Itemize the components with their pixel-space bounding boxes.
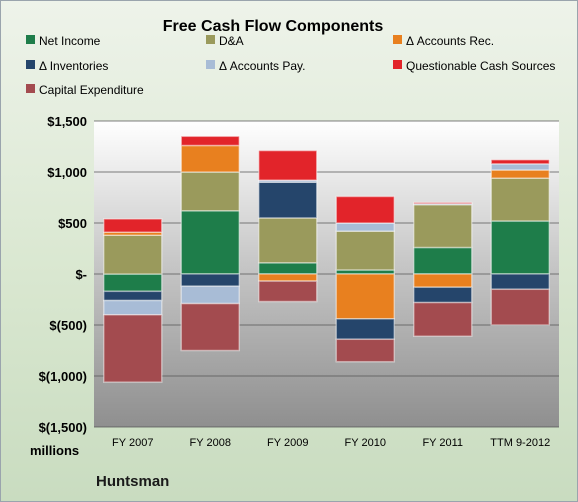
bar-segment xyxy=(335,273,395,320)
bar-segment xyxy=(180,144,240,173)
legend-swatch xyxy=(206,35,215,44)
bar-segment xyxy=(413,301,473,337)
bar-segment xyxy=(413,246,473,275)
legend-label: D&A xyxy=(219,34,244,48)
y-axis-ticks: $1,500 $1,000 $500 $- $(500) $(1,000) $(1,500) xyxy=(39,114,87,435)
x-axis-categories: FY 2007 FY 2008 FY 2009 FY 2010 FY 2011 TTM 9… xyxy=(112,437,550,449)
bar-segment xyxy=(490,169,550,179)
bar-segment xyxy=(413,201,473,205)
gridlines xyxy=(94,120,559,428)
bar-segment xyxy=(490,163,550,171)
y-tick-label: $- xyxy=(75,267,87,282)
bar-segment xyxy=(103,218,163,233)
bar-segment xyxy=(258,149,318,181)
x-category-label: FY 2011 xyxy=(422,437,463,449)
bar-segment xyxy=(490,159,550,165)
bar-segment xyxy=(335,222,395,232)
bar-segment xyxy=(180,285,240,305)
legend-swatch xyxy=(26,35,35,44)
bar-segment xyxy=(335,318,395,341)
bar-segment xyxy=(490,288,550,326)
bar-segment xyxy=(490,273,550,291)
bar-segment xyxy=(258,217,318,264)
x-category-label: FY 2007 xyxy=(112,437,153,449)
bar-segment xyxy=(258,280,318,303)
legend-label: Δ Accounts Pay. xyxy=(219,59,306,73)
bar-segment xyxy=(180,210,240,275)
bar-segment xyxy=(335,195,395,224)
legend-swatch xyxy=(26,60,35,69)
bar-segment xyxy=(180,171,240,212)
bar-segment xyxy=(180,135,240,147)
x-category-label: FY 2008 xyxy=(190,437,231,449)
bar-segment xyxy=(258,262,318,275)
legend-swatch xyxy=(393,60,402,69)
chart-title: Free Cash Flow Components xyxy=(163,18,384,35)
legend-swatch xyxy=(206,60,215,69)
legend: Net Income D&A Δ Accounts Rec. Δ Inventorie… xyxy=(26,34,555,97)
y-tick-label: $1,500 xyxy=(47,114,87,129)
legend-label: Δ Accounts Rec. xyxy=(406,34,494,48)
legend-label: Δ Inventories xyxy=(39,59,108,73)
bar-segment xyxy=(180,273,240,287)
bar-segment xyxy=(335,338,395,363)
bar-segment xyxy=(258,181,318,219)
bar-segment xyxy=(103,273,163,293)
bars xyxy=(103,135,550,383)
y-tick-label: $(1,500) xyxy=(39,420,87,435)
y-tick-label: $500 xyxy=(58,216,87,231)
y-tick-label: $(500) xyxy=(49,318,87,333)
x-category-label: FY 2009 xyxy=(267,437,308,449)
y-tick-label: $1,000 xyxy=(47,165,87,180)
legend-label: Net Income xyxy=(39,34,101,48)
bar-segment xyxy=(413,286,473,304)
bar-segment xyxy=(413,273,473,289)
legend-swatch xyxy=(26,84,35,93)
legend-swatch xyxy=(393,35,402,44)
unit-label: millions xyxy=(30,443,79,458)
bar-segment xyxy=(180,302,240,352)
company-label: Huntsman xyxy=(96,473,169,490)
bar-segment xyxy=(258,273,318,282)
bar-segment xyxy=(103,290,163,302)
legend-label: Questionable Cash Sources xyxy=(406,59,555,73)
x-category-label: FY 2010 xyxy=(345,437,386,449)
bar-segment xyxy=(490,220,550,275)
bar-segment xyxy=(413,203,473,249)
bar-segment xyxy=(103,234,163,275)
bar-segment xyxy=(103,314,163,383)
bar-segment xyxy=(335,230,395,271)
legend-label: Capital Expenditure xyxy=(39,83,144,97)
x-category-label: TTM 9-2012 xyxy=(490,437,550,449)
y-tick-label: $(1,000) xyxy=(39,369,87,384)
bar-segment xyxy=(103,299,163,316)
bar-segment xyxy=(490,177,550,222)
